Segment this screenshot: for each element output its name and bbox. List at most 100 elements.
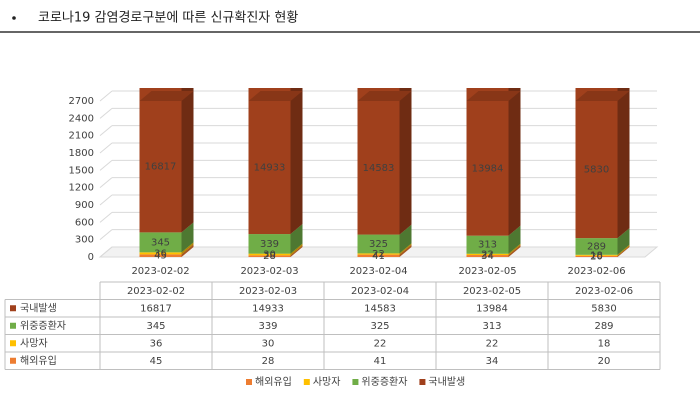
x-tick-label: 2023-02-02 xyxy=(131,266,189,277)
y-tick-label: 1200 xyxy=(69,183,94,194)
bar-segment xyxy=(357,254,400,257)
table-cell: 345 xyxy=(146,321,165,332)
chart-title: 코로나19 감염경로구분에 따른 신규확진자 현황 xyxy=(38,11,298,26)
bar-side xyxy=(290,224,303,254)
y-tick-label: 600 xyxy=(75,217,94,228)
data-label: 14583 xyxy=(363,163,395,174)
table-cell: 313 xyxy=(482,321,501,332)
bar-segment xyxy=(248,255,291,257)
grid-line-side xyxy=(99,125,113,137)
y-tick-label: 300 xyxy=(75,235,94,246)
bar-segment xyxy=(248,234,291,254)
table-header: 2023-02-06 xyxy=(575,286,633,297)
data-label: 5830 xyxy=(584,165,609,176)
data-label: 14933 xyxy=(254,163,286,174)
bar-segment xyxy=(466,253,509,256)
bar-side-shade xyxy=(290,224,303,254)
bar-side-shade xyxy=(399,88,412,235)
legend-key xyxy=(419,379,426,385)
bar-side-shade xyxy=(181,88,194,233)
legend-label: 해외유입 xyxy=(255,375,292,388)
bar-segment xyxy=(139,88,182,233)
bar-side xyxy=(617,88,630,239)
bar-side xyxy=(290,243,303,256)
bar-side-shade xyxy=(617,228,630,255)
bar-side xyxy=(508,245,521,257)
bar-side-shade xyxy=(181,222,194,253)
y-tick-label: 2700 xyxy=(69,96,94,107)
data-label: 289 xyxy=(587,241,606,252)
table-legend-key xyxy=(10,322,16,329)
bar-side-shade xyxy=(399,244,412,257)
bar-top-shade xyxy=(575,91,630,101)
x-tick-label: 2023-02-06 xyxy=(567,266,625,277)
legend-label: 사망자 xyxy=(313,376,341,388)
data-label: 345 xyxy=(151,237,170,248)
bar-segment xyxy=(357,253,400,255)
bar-top xyxy=(575,91,630,101)
table-row-label: 해외유입 xyxy=(20,354,57,367)
legend-key xyxy=(352,379,359,385)
bar-segment xyxy=(575,255,618,257)
table-cell: 20 xyxy=(598,356,611,367)
bar-side-shade xyxy=(290,243,303,256)
bar-side xyxy=(290,88,303,235)
grid-line-side xyxy=(99,142,113,154)
bar-top xyxy=(357,91,412,101)
bar-side xyxy=(508,88,521,236)
bar-segment xyxy=(575,88,618,239)
y-tick-label: 0 xyxy=(88,252,94,263)
table-header: 2023-02-04 xyxy=(351,286,409,297)
table-header: 2023-02-05 xyxy=(463,286,521,297)
table-header: 2023-02-03 xyxy=(239,286,297,297)
bar-segment xyxy=(466,235,509,254)
bar-segment xyxy=(139,252,182,255)
data-label: 41 xyxy=(372,251,385,262)
bar-side xyxy=(181,222,194,253)
table-cell: 18 xyxy=(598,338,611,349)
bar-side-shade xyxy=(617,245,630,257)
bar-side-shade xyxy=(508,88,521,236)
bar-side xyxy=(181,244,194,257)
bar-side xyxy=(399,244,412,257)
grid-line-side xyxy=(99,107,113,119)
grid-line-side xyxy=(99,211,113,223)
table-cell: 16817 xyxy=(140,303,172,314)
bar-side xyxy=(617,228,630,255)
bar-side-shade xyxy=(290,245,303,257)
bar-side xyxy=(399,224,412,254)
table-cell: 289 xyxy=(594,321,613,332)
legend-label: 국내발생 xyxy=(428,376,465,388)
bar-side-shade xyxy=(508,225,521,254)
bar-side-shade xyxy=(181,242,194,255)
bar-side-shade xyxy=(617,244,630,256)
bar-side-shade xyxy=(508,243,521,256)
y-tick-label: 1800 xyxy=(69,148,94,159)
bar-top xyxy=(139,91,194,101)
table-header: 2023-02-02 xyxy=(127,286,185,297)
table-cell: 22 xyxy=(374,338,387,349)
bar-side xyxy=(181,88,194,233)
data-label: 22 xyxy=(372,249,385,260)
bar-side-shade xyxy=(399,224,412,254)
bar-segment xyxy=(139,254,182,257)
bar-side xyxy=(508,225,521,254)
bar-segment xyxy=(248,253,291,256)
bar-side-shade xyxy=(399,243,412,255)
grid-line-side xyxy=(99,90,113,102)
bar-side xyxy=(399,243,412,255)
bar-top xyxy=(466,91,521,101)
table-cell: 325 xyxy=(370,321,389,332)
y-tick-label: 1500 xyxy=(69,165,94,176)
bar-side xyxy=(181,242,194,255)
grid-line-side xyxy=(99,194,113,206)
table-row-label: 위중증환자 xyxy=(20,319,66,332)
bar-side xyxy=(290,245,303,257)
bar-side-shade xyxy=(508,245,521,257)
bar-segment xyxy=(575,254,618,256)
legend-label: 위중증환자 xyxy=(361,375,407,388)
bar-side-shade xyxy=(617,88,630,239)
legend-key xyxy=(246,379,252,385)
grid-line-side xyxy=(99,177,113,189)
